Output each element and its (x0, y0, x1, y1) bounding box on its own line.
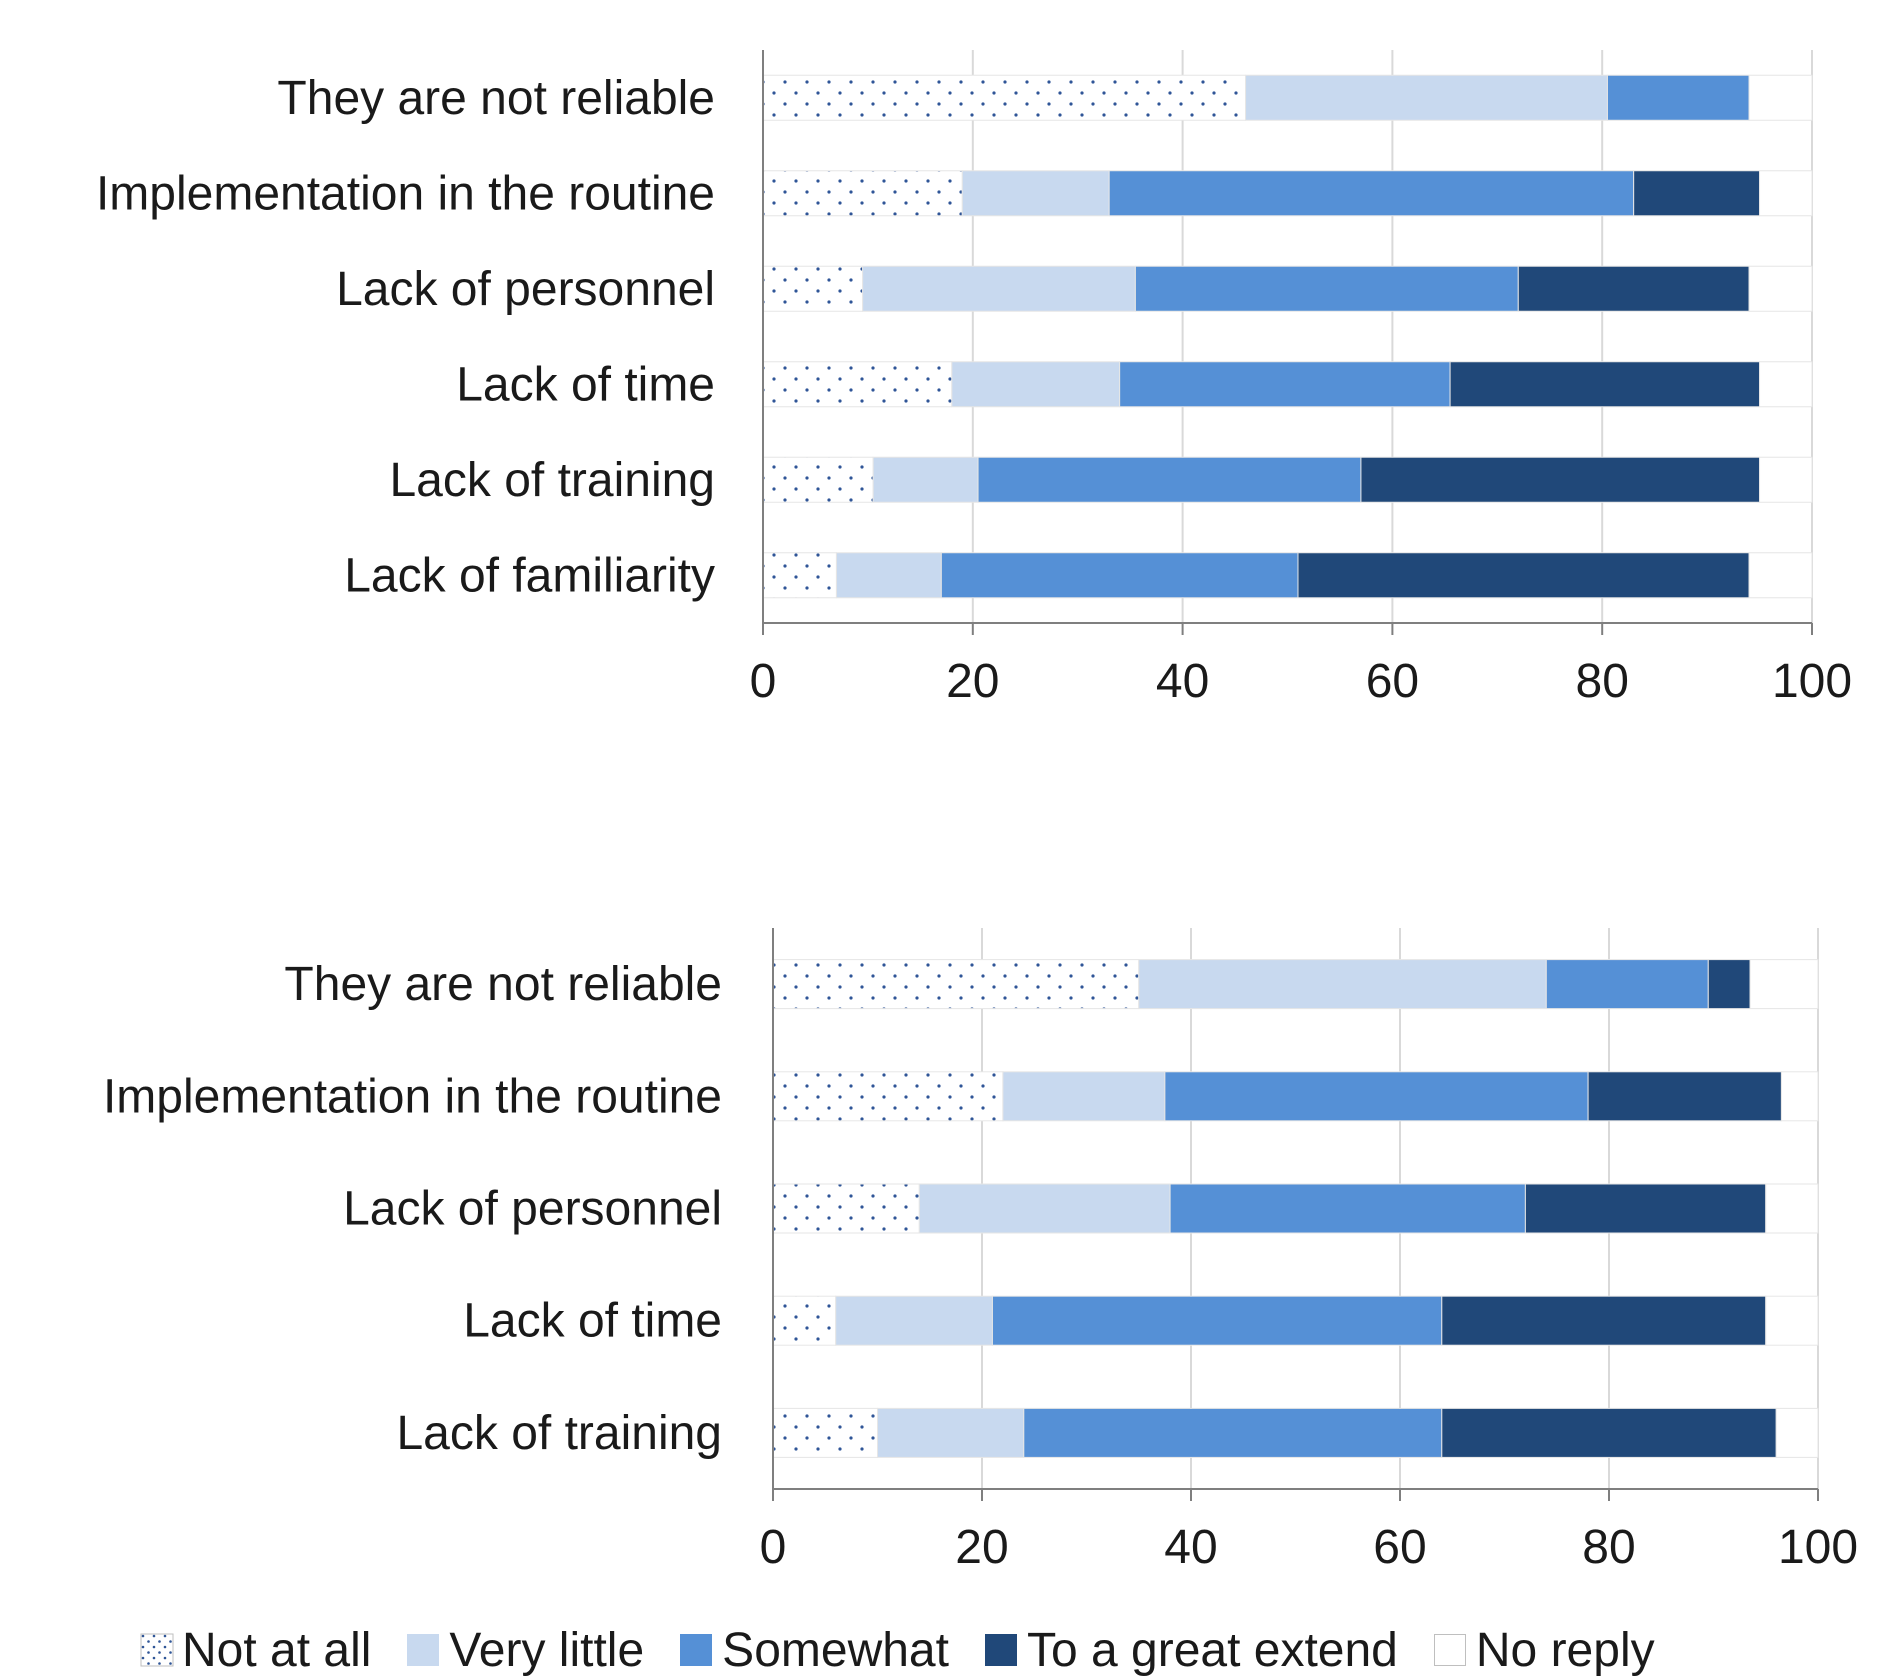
x-tick-label-60: 60 (1366, 655, 1419, 708)
bar-somewhat-lack-of-training (977, 456, 1362, 503)
legend-label-very-little: Very little (449, 1623, 645, 1677)
bar-no-reply-lack-of-training (1775, 1407, 1819, 1458)
category-label-they-are-not-reliable: They are not reliable (284, 958, 722, 1011)
bar-to-a-great-extend-lack-of-personnel (1517, 265, 1750, 312)
category-label-implementation-in-the-routine: Implementation in the routine (103, 1070, 722, 1123)
bar-somewhat-lack-of-personnel (1169, 1183, 1526, 1234)
x-tick-label-40: 40 (1164, 1521, 1217, 1574)
bar-not-at-all-implementation-in-the-routine (772, 1071, 1004, 1122)
bar-to-a-great-extend-they-are-not-reliable (1707, 959, 1751, 1010)
category-label-lack-of-time: Lack of time (456, 358, 715, 411)
bar-somewhat-lack-of-training (1023, 1407, 1443, 1458)
bar-somewhat-they-are-not-reliable (1606, 74, 1750, 121)
legend-label-no-reply: No reply (1475, 1623, 1655, 1677)
bar-not-at-all-implementation-in-the-routine (762, 170, 963, 217)
bar-no-reply-they-are-not-reliable (1749, 959, 1819, 1010)
bar-to-a-great-extend-lack-of-training (1441, 1407, 1777, 1458)
legend-swatch-not-at-all (140, 1633, 174, 1667)
bar-somewhat-lack-of-personnel (1134, 265, 1519, 312)
bar-to-a-great-extend-lack-of-personnel (1524, 1183, 1767, 1234)
bar-not-at-all-lack-of-time (762, 361, 953, 408)
legend: Not at all Very little Somewhat To a gre… (140, 1622, 1880, 1678)
legend-label-to-a-great-extend: To a great extend (1026, 1623, 1398, 1677)
bar-no-reply-lack-of-personnel (1748, 265, 1813, 312)
bar-somewhat-implementation-in-the-routine (1108, 170, 1635, 217)
x-tick-label-100: 100 (1778, 1521, 1858, 1574)
bar-very-little-lack-of-time (835, 1295, 993, 1346)
bar-not-at-all-lack-of-familiarity (762, 552, 837, 599)
bar-somewhat-lack-of-time (1119, 361, 1451, 408)
x-tick-label-80: 80 (1582, 1521, 1635, 1574)
bar-very-little-lack-of-training (872, 456, 979, 503)
bar-very-little-lack-of-training (877, 1407, 1025, 1458)
bar-very-little-they-are-not-reliable (1138, 959, 1547, 1010)
legend-label-somewhat: Somewhat (722, 1623, 949, 1677)
bar-very-little-lack-of-personnel (862, 265, 1136, 312)
legend-item-very-little: Very little (407, 1623, 644, 1678)
bar-not-at-all-they-are-not-reliable (772, 959, 1140, 1010)
category-label-lack-of-time: Lack of time (463, 1295, 722, 1348)
bar-to-a-great-extend-lack-of-training (1360, 456, 1761, 503)
category-label-lack-of-familiarity: Lack of familiarity (344, 549, 715, 602)
bar-not-at-all-lack-of-personnel (772, 1183, 920, 1234)
bar-not-at-all-lack-of-time (772, 1295, 837, 1346)
bar-very-little-implementation-in-the-routine (1002, 1071, 1166, 1122)
category-label-lack-of-personnel: Lack of personnel (336, 263, 715, 316)
x-tick-label-20: 20 (946, 655, 999, 708)
legend-swatch-very-little (407, 1634, 440, 1666)
bar-not-at-all-lack-of-training (762, 456, 874, 503)
legend-item-no-reply: No reply (1433, 1623, 1655, 1678)
bar-not-at-all-lack-of-training (772, 1407, 878, 1458)
category-label-implementation-in-the-routine: Implementation in the routine (96, 167, 715, 220)
bar-no-reply-implementation-in-the-routine (1759, 170, 1813, 217)
bar-no-reply-implementation-in-the-routine (1780, 1071, 1819, 1122)
bar-no-reply-lack-of-time (1765, 1295, 1819, 1346)
x-tick-label-0: 0 (750, 655, 777, 708)
x-tick-label-40: 40 (1156, 655, 1209, 708)
bar-somewhat-lack-of-familiarity (940, 552, 1299, 599)
legend-label-not-at-all: Not at all (182, 1623, 372, 1677)
bar-no-reply-lack-of-training (1759, 456, 1813, 503)
bar-to-a-great-extend-implementation-in-the-routine (1633, 170, 1761, 217)
bar-no-reply-they-are-not-reliable (1748, 74, 1813, 121)
x-tick-label-60: 60 (1373, 1521, 1426, 1574)
bar-to-a-great-extend-lack-of-time (1441, 1295, 1767, 1346)
category-label-lack-of-personnel: Lack of personnel (343, 1183, 722, 1236)
bar-somewhat-they-are-not-reliable (1545, 959, 1709, 1010)
legend-swatch-to-a-great-extend (984, 1634, 1017, 1666)
x-tick-label-80: 80 (1576, 655, 1629, 708)
legend-item-not-at-all: Not at all (140, 1623, 371, 1678)
bar-somewhat-implementation-in-the-routine (1164, 1071, 1589, 1122)
category-label-lack-of-training: Lack of training (396, 1407, 722, 1460)
chart-bottom: They are not reliable Implementation in t… (103, 928, 1858, 1574)
category-label-they-are-not-reliable: They are not reliable (277, 72, 715, 125)
x-tick-label-20: 20 (955, 1521, 1008, 1574)
bar-very-little-lack-of-personnel (918, 1183, 1171, 1234)
chart-top: They are not reliable Implementation in t… (96, 50, 1852, 708)
legend-swatch-no-reply (1433, 1634, 1466, 1666)
bar-to-a-great-extend-lack-of-familiarity (1297, 552, 1750, 599)
x-tick-label-100: 100 (1772, 655, 1852, 708)
bar-very-little-they-are-not-reliable (1245, 74, 1608, 121)
bar-very-little-implementation-in-the-routine (961, 170, 1110, 217)
bar-not-at-all-they-are-not-reliable (762, 74, 1247, 121)
bar-very-little-lack-of-familiarity (835, 552, 942, 599)
legend-item-somewhat: Somewhat (680, 1623, 949, 1678)
bar-somewhat-lack-of-time (991, 1295, 1443, 1346)
bar-to-a-great-extend-implementation-in-the-routine (1587, 1071, 1782, 1122)
bar-no-reply-lack-of-familiarity (1748, 552, 1813, 599)
bar-no-reply-lack-of-time (1759, 361, 1813, 408)
legend-swatch-somewhat (680, 1634, 713, 1666)
bar-to-a-great-extend-lack-of-time (1449, 361, 1761, 408)
bar-not-at-all-lack-of-personnel (762, 265, 864, 312)
legend-item-to-a-great-extend: To a great extend (984, 1623, 1398, 1678)
x-tick-label-0: 0 (760, 1521, 787, 1574)
bar-no-reply-lack-of-personnel (1765, 1183, 1819, 1234)
bar-very-little-lack-of-time (951, 361, 1121, 408)
category-label-lack-of-training: Lack of training (389, 454, 715, 507)
